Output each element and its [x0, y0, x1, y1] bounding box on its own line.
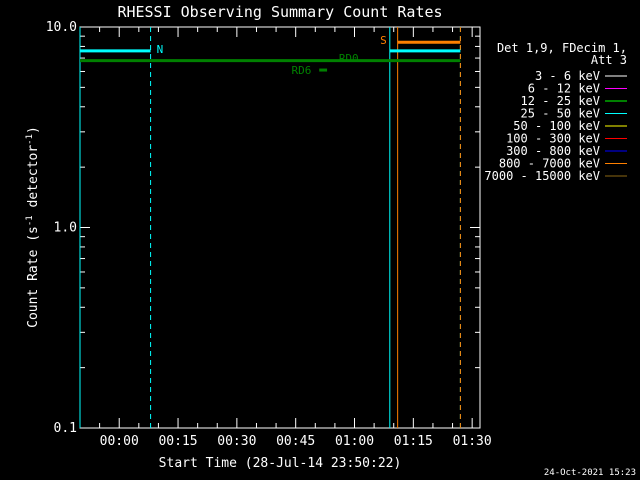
legend-entry-label: 50 - 100 keV: [513, 119, 600, 133]
series-marker-label: N: [157, 43, 164, 56]
legend-entry-label: 100 - 300 keV: [506, 132, 600, 146]
series-markers: NS: [157, 34, 387, 56]
x-tick-label: 01:00: [335, 434, 374, 449]
x-tick-label: 01:15: [394, 434, 433, 449]
legend-entry-label: 12 - 25 keV: [521, 94, 600, 108]
y-axis-label-sup2: -1: [25, 134, 35, 145]
y-axis-label-sup1: -1: [25, 215, 35, 226]
y-axis-label-mid: detector: [26, 145, 41, 216]
x-tick-label: 00:15: [158, 434, 197, 449]
y-axis-label-end: ): [26, 126, 41, 134]
timestamp: 24-Oct-2021 15:23: [544, 468, 636, 478]
legend-entry-label: 7000 - 15000 keV: [484, 169, 600, 183]
x-tick-label: 00:45: [276, 434, 315, 449]
legend-entry-label: 25 - 50 keV: [521, 107, 600, 121]
x-tick-label: 00:00: [100, 434, 139, 449]
x-tick-label: 01:30: [453, 434, 492, 449]
flag-label: RD0: [339, 52, 359, 65]
legend-entry-label: 800 - 7000 keV: [499, 157, 600, 171]
y-axis-label: Count Rate (s-1 detector-1): [25, 126, 41, 328]
y-tick-label: 1.0: [54, 221, 77, 236]
vertical-marker-lines: [79, 27, 461, 428]
legend-entry-label: 300 - 800 keV: [506, 144, 600, 158]
x-axis-label: Start Time (28-Jul-14 23:50:22): [159, 456, 402, 471]
y-axis-ticks: 0.1 1.0 10.0: [46, 20, 480, 436]
series-marker-label: S: [380, 34, 387, 47]
chart-title: RHESSI Observing Summary Count Rates: [117, 3, 442, 21]
flag-label: RD6: [291, 64, 311, 77]
y-tick-label: 0.1: [54, 421, 77, 436]
x-axis-ticks: 00:00 00:15 00:30 00:45 01:00 01:15 01:30: [99, 27, 492, 449]
flag-lines: RD0 RD6: [80, 52, 461, 77]
legend-header-line2: Att 3: [591, 53, 627, 67]
legend-entry-label: 3 - 6 keV: [535, 69, 600, 83]
data-series: [80, 40, 461, 53]
legend-header-line1: Det 1,9, FDecim 1,: [497, 41, 627, 55]
x-tick-label: 00:30: [217, 434, 256, 449]
legend-entry-label: 6 - 12 keV: [528, 82, 600, 96]
y-tick-label: 10.0: [46, 20, 77, 35]
y-axis-label-main: Count Rate (s: [26, 226, 41, 328]
